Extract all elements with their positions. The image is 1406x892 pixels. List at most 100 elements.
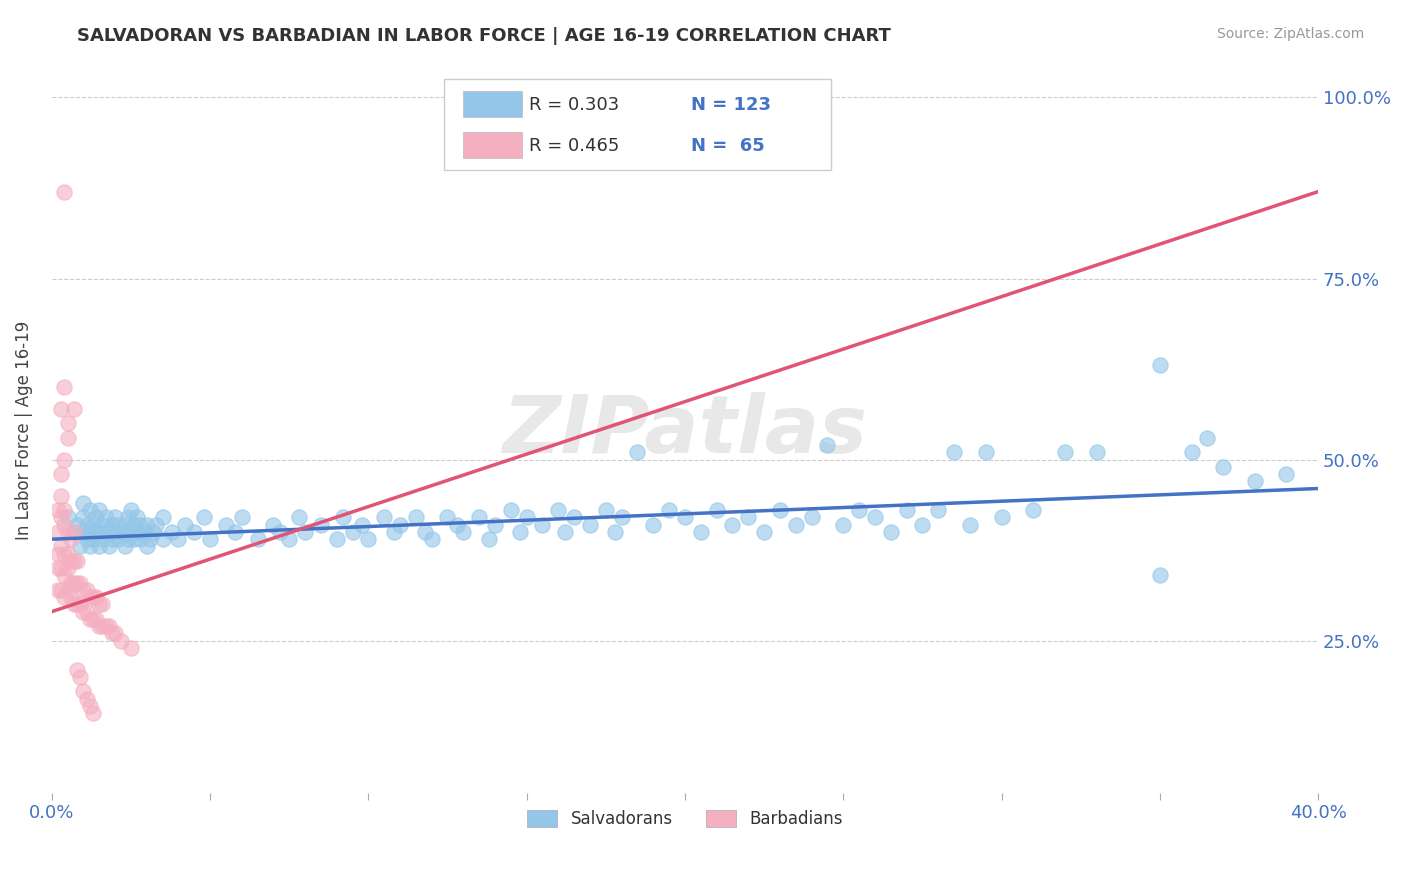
Point <box>76 605 98 619</box>
Point <box>1180 445 1202 459</box>
Point <box>51 510 73 524</box>
Point <box>610 510 633 524</box>
Point <box>453 524 475 539</box>
Point <box>658 503 681 517</box>
Point <box>420 532 443 546</box>
Point <box>509 524 531 539</box>
Point <box>53 380 76 394</box>
Point <box>152 532 174 546</box>
Point <box>643 517 665 532</box>
Point <box>56 561 79 575</box>
Point <box>547 503 569 517</box>
Point <box>91 619 114 633</box>
Point <box>278 532 301 546</box>
Legend: Salvadorans, Barbadians: Salvadorans, Barbadians <box>520 804 849 835</box>
Point <box>262 517 284 532</box>
Point <box>59 575 82 590</box>
Point <box>135 517 157 532</box>
Point <box>405 510 427 524</box>
Point <box>89 524 111 539</box>
FancyBboxPatch shape <box>464 91 522 117</box>
Point <box>127 510 149 524</box>
Point <box>911 517 934 532</box>
Point <box>89 619 111 633</box>
Point <box>63 524 86 539</box>
Point <box>59 554 82 568</box>
Point <box>1149 359 1171 373</box>
Point <box>46 547 69 561</box>
Point <box>388 517 411 532</box>
Point <box>84 510 107 524</box>
Point <box>79 612 101 626</box>
Point <box>89 503 111 517</box>
Point <box>63 554 86 568</box>
Point <box>46 582 69 597</box>
Point <box>595 503 617 517</box>
Point <box>120 524 142 539</box>
Point <box>357 532 380 546</box>
Point <box>51 489 73 503</box>
Point <box>59 532 82 546</box>
Point <box>56 417 79 431</box>
Point <box>79 503 101 517</box>
Point <box>110 524 132 539</box>
Point <box>53 452 76 467</box>
Point <box>72 684 94 698</box>
Point <box>46 561 69 575</box>
Point <box>51 401 73 416</box>
Point <box>56 510 79 524</box>
Point <box>943 445 966 459</box>
Point <box>63 524 86 539</box>
Point <box>53 590 76 604</box>
Point <box>484 517 506 532</box>
Point <box>91 532 114 546</box>
Point <box>1197 431 1219 445</box>
Point <box>82 706 104 720</box>
Point <box>56 524 79 539</box>
Point <box>69 670 91 684</box>
Point <box>531 517 554 532</box>
Point <box>139 532 162 546</box>
Y-axis label: In Labor Force | Age 16-19: In Labor Force | Age 16-19 <box>15 321 32 541</box>
Point <box>562 510 585 524</box>
Point <box>120 503 142 517</box>
Point <box>76 517 98 532</box>
Point <box>114 517 136 532</box>
Point <box>66 517 89 532</box>
Point <box>107 532 129 546</box>
Point <box>89 540 111 554</box>
Point <box>173 517 195 532</box>
Point <box>53 547 76 561</box>
Point <box>101 517 124 532</box>
Point <box>198 532 221 546</box>
Point <box>56 547 79 561</box>
Point <box>160 524 183 539</box>
Point <box>110 633 132 648</box>
Point <box>56 431 79 445</box>
Point <box>382 524 405 539</box>
Point <box>117 510 139 524</box>
FancyBboxPatch shape <box>464 132 522 158</box>
Text: ZIPatlas: ZIPatlas <box>502 392 868 469</box>
Point <box>706 503 728 517</box>
Point <box>72 510 94 524</box>
Point <box>53 503 76 517</box>
Point <box>269 524 291 539</box>
Point <box>82 517 104 532</box>
Point <box>152 510 174 524</box>
Point <box>990 510 1012 524</box>
Point <box>120 640 142 655</box>
Point <box>53 568 76 582</box>
Point <box>104 626 127 640</box>
Point <box>127 524 149 539</box>
Point <box>66 554 89 568</box>
Point <box>415 524 437 539</box>
Point <box>183 524 205 539</box>
Point <box>287 510 309 524</box>
Point <box>122 532 145 546</box>
Point <box>436 510 458 524</box>
Point <box>132 524 155 539</box>
Point <box>167 532 190 546</box>
Point <box>84 612 107 626</box>
Point <box>89 598 111 612</box>
